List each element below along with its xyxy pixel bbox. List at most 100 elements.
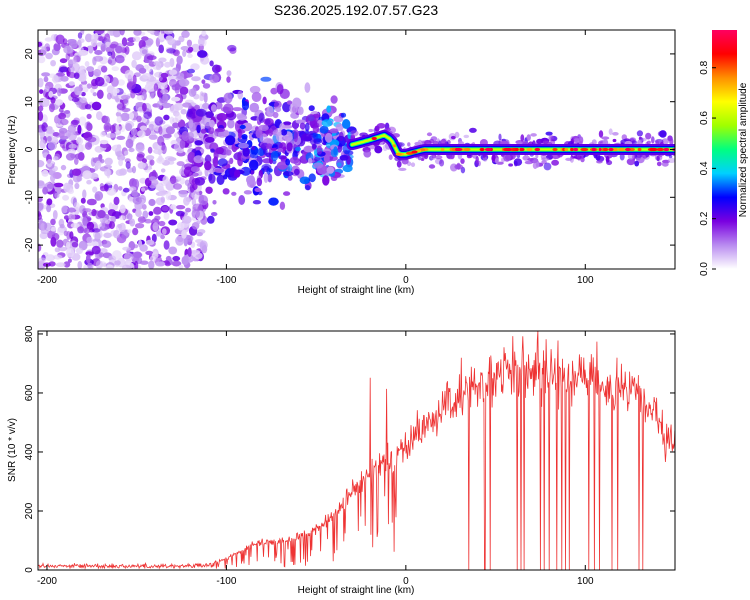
heatmap-cell (283, 191, 291, 196)
heatmap-cell (136, 94, 145, 101)
heatmap-cell (179, 177, 185, 185)
heatmap-cell (50, 60, 56, 67)
heatmap-cell (191, 190, 200, 200)
heatmap-cell (66, 247, 75, 258)
heatmap-cell (60, 118, 69, 126)
heatmap-cell (237, 128, 242, 140)
heatmap-cell (187, 46, 194, 53)
heatmap-cell (636, 130, 644, 137)
heatmap-cell (63, 182, 71, 193)
heatmap-cell (68, 143, 78, 149)
heatmap-cell (53, 42, 61, 52)
heatmap-cell (231, 191, 237, 196)
heatmap-cell (217, 158, 228, 167)
heatmap-cell (335, 123, 344, 131)
heatmap-cell (162, 93, 169, 104)
heatmap-cell (199, 240, 208, 250)
heatmap-cell (85, 254, 91, 264)
heatmap-y-tick-label: 0 (24, 146, 35, 152)
heatmap-cell (104, 116, 110, 125)
heatmap-x-ticks: -200 -100 0 100 (37, 30, 594, 286)
heatmap-cell (84, 61, 90, 67)
heatmap-cell (147, 30, 154, 34)
heatmap-cell (508, 163, 513, 167)
heatmap-cell (54, 192, 60, 199)
heatmap-cell (45, 254, 56, 262)
heatmap-cell (162, 228, 167, 235)
heatmap-cell (41, 169, 49, 177)
heatmap-cell (139, 177, 147, 184)
heatmap-cell (141, 49, 148, 55)
heatmap-cell (280, 129, 288, 136)
heatmap-cell (241, 122, 253, 132)
heatmap-cell (91, 245, 101, 255)
heatmap-ridge-peak (463, 147, 471, 152)
heatmap-cell (495, 157, 499, 164)
heatmap-cell (86, 236, 93, 244)
heatmap-cell (158, 126, 163, 135)
heatmap-cell (204, 111, 214, 119)
heatmap-ridge-peak (505, 147, 512, 152)
heatmap-cell (147, 84, 156, 92)
heatmap-cell (522, 155, 530, 161)
heatmap-cell (100, 65, 108, 73)
heatmap-cell (137, 162, 146, 170)
heatmap-cell (312, 131, 319, 140)
heatmap-cell (110, 216, 116, 221)
heatmap-cell (132, 36, 141, 42)
heatmap-cell (194, 177, 206, 186)
heatmap-cell (266, 143, 273, 150)
heatmap-ridge-peak (625, 147, 631, 152)
heatmap-cell (312, 125, 320, 134)
heatmap-cell (155, 197, 165, 206)
heatmap-cell (39, 89, 44, 94)
heatmap-cell (170, 204, 177, 210)
heatmap-cell (376, 123, 386, 129)
heatmap-cell (177, 222, 185, 231)
heatmap-cell (123, 98, 129, 104)
snr-y-tick-label: 800 (24, 325, 35, 342)
heatmap-cell (178, 78, 190, 87)
heatmap-cell (38, 111, 44, 122)
heatmap-cell (94, 76, 105, 87)
heatmap-cell (276, 84, 284, 95)
heatmap-cell (272, 129, 282, 137)
heatmap-ridge-peak (440, 147, 445, 152)
heatmap-cell (175, 235, 185, 246)
heatmap-cell (39, 139, 46, 150)
heatmap-ridge-peak (598, 147, 602, 152)
heatmap-cell (126, 213, 133, 221)
colorbar-scale (712, 30, 737, 269)
heatmap-cell (454, 131, 460, 138)
heatmap-cell (168, 219, 178, 226)
heatmap-cell (469, 127, 477, 133)
heatmap-y-tick-label: 20 (24, 48, 35, 60)
heatmap-cell (249, 102, 260, 113)
heatmap-cell (303, 145, 314, 153)
heatmap-cell (91, 228, 101, 233)
heatmap-ridge-peak (591, 147, 596, 152)
heatmap-cell (82, 211, 88, 216)
heatmap-cell (216, 174, 225, 185)
heatmap-cell (193, 155, 204, 164)
heatmap-x-tick-label: -200 (37, 275, 57, 286)
heatmap-cell (121, 37, 128, 47)
heatmap-x-tick-label: -100 (216, 275, 236, 286)
heatmap-cell (226, 70, 232, 77)
heatmap-cell (181, 131, 190, 142)
heatmap-cell (133, 30, 142, 36)
heatmap-cell (82, 189, 87, 199)
heatmap-cell (155, 64, 162, 71)
heatmap-cell (105, 264, 115, 269)
heatmap-cell (191, 87, 197, 96)
heatmap-cell (196, 124, 201, 134)
heatmap-cell (176, 161, 185, 167)
heatmap-cell (338, 131, 344, 142)
heatmap-cell (116, 115, 122, 124)
heatmap-cell (183, 237, 188, 247)
heatmap-cell (76, 91, 83, 96)
heatmap-cell (163, 212, 170, 220)
heatmap-cell (121, 264, 131, 269)
heatmap-cell (59, 224, 65, 229)
heatmap-cell (211, 212, 218, 217)
